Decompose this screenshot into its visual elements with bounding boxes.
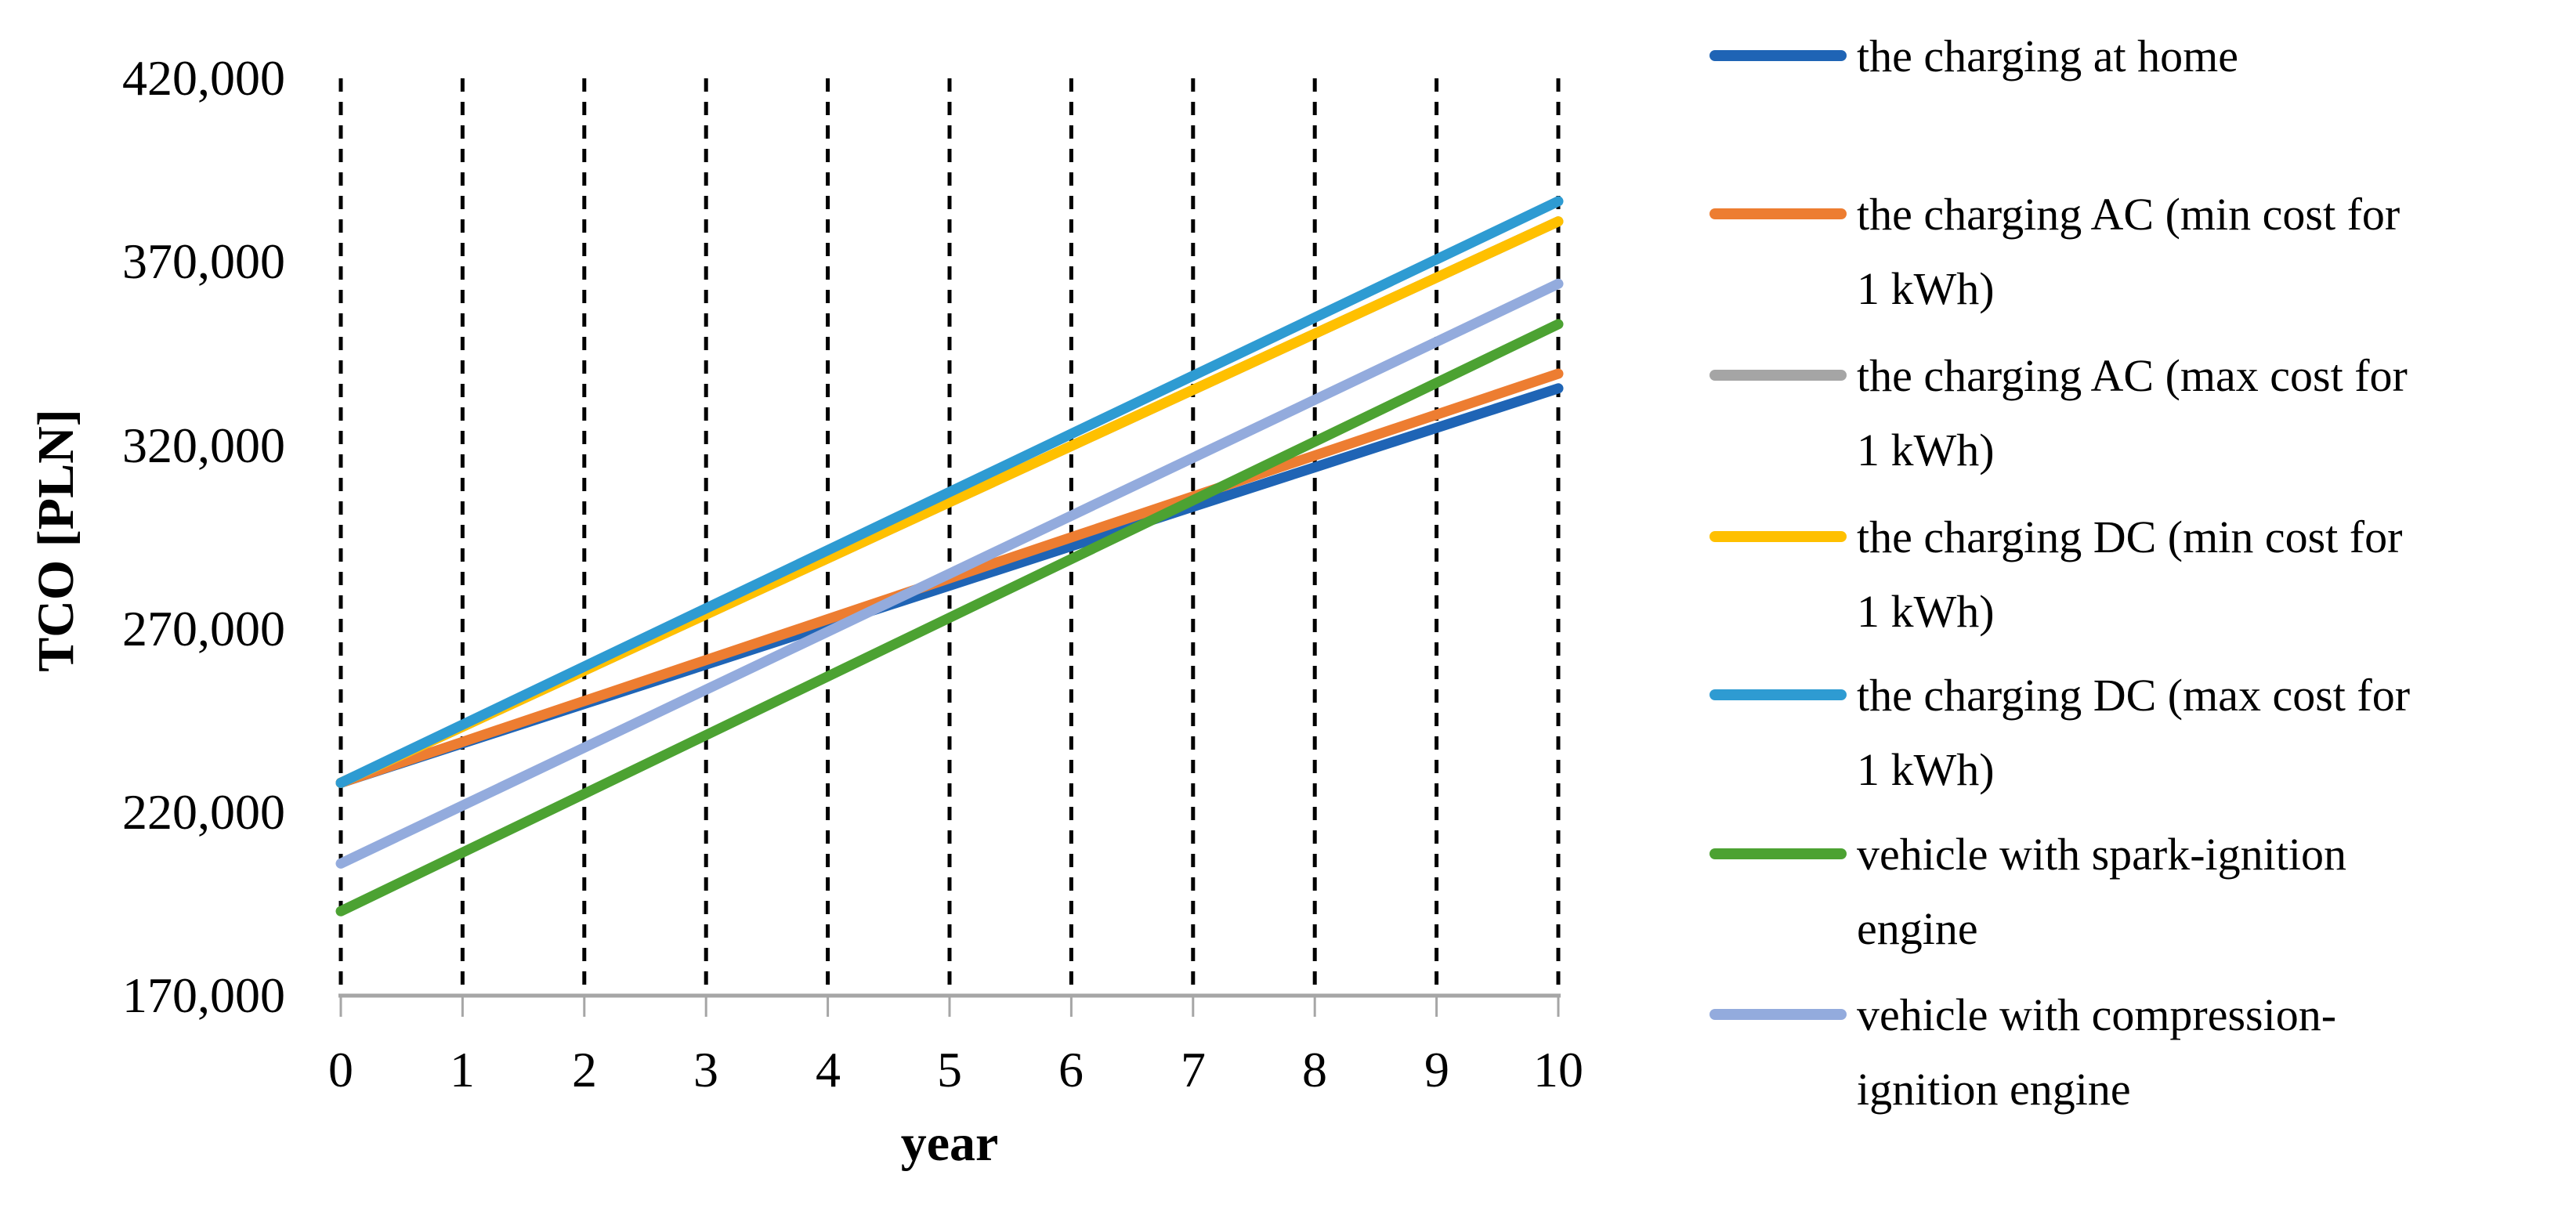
x-tick-label-0: 0 bbox=[328, 1042, 353, 1097]
legend-item-compression-ignition: vehicle with compression- ignition engin… bbox=[1709, 978, 2571, 1126]
legend-label: the charging DC (max cost for bbox=[1857, 670, 2411, 721]
legend-item-charging-at-home: the charging at home bbox=[1709, 19, 2571, 93]
y-tick-label-220000: 220,000 bbox=[122, 784, 285, 840]
legend-item-charging-dc-min: the charging DC (min cost for 1 kWh) bbox=[1709, 500, 2571, 649]
legend-label: 1 kWh) bbox=[1857, 744, 1995, 795]
series-line-charging-dc-max bbox=[335, 196, 1564, 788]
legend-swatch-charging-ac-min bbox=[1709, 208, 1847, 219]
legend-item-spark-ignition: vehicle with spark-ignition engine bbox=[1709, 817, 2571, 966]
series-line-spark-ignition bbox=[335, 319, 1564, 916]
legend-label: the charging at home bbox=[1857, 31, 2238, 81]
x-tick-label-3: 3 bbox=[693, 1042, 718, 1097]
legend-label: vehicle with compression- bbox=[1857, 989, 2337, 1040]
x-tick-label-7: 7 bbox=[1181, 1042, 1206, 1097]
legend-swatch-charging-ac-max bbox=[1709, 370, 1847, 381]
legend-swatch-charging-at-home bbox=[1709, 50, 1847, 61]
legend-label: engine bbox=[1857, 903, 1978, 954]
x-tick-label-8: 8 bbox=[1302, 1042, 1327, 1097]
x-tick-label-2: 2 bbox=[572, 1042, 597, 1097]
x-tick-label-1: 1 bbox=[450, 1042, 475, 1097]
x-tick-label-9: 9 bbox=[1424, 1042, 1449, 1097]
series-line-compression-ignition bbox=[335, 278, 1564, 869]
legend-label: the charging AC (min cost for bbox=[1857, 189, 2401, 240]
legend-swatch-charging-dc-min bbox=[1709, 531, 1847, 542]
legend-swatch-charging-dc-max bbox=[1709, 689, 1847, 700]
y-tick-label-320000: 320,000 bbox=[122, 418, 285, 473]
y-tick-label-170000: 170,000 bbox=[122, 967, 285, 1023]
x-tick-label-5: 5 bbox=[937, 1042, 962, 1097]
y-tick-label-420000: 420,000 bbox=[122, 50, 285, 106]
x-axis-title: year bbox=[900, 1115, 999, 1172]
legend-item-charging-dc-max: the charging DC (max cost for 1 kWh) bbox=[1709, 658, 2571, 807]
y-axis-title: TCO [PLN] bbox=[27, 409, 85, 672]
legend-label: ignition engine bbox=[1857, 1064, 2131, 1115]
legend-label: vehicle with spark-ignition bbox=[1857, 829, 2346, 880]
legend-item-charging-ac-min: the charging AC (min cost for 1 kWh) bbox=[1709, 177, 2571, 326]
legend-swatch-spark-ignition bbox=[1709, 848, 1847, 859]
legend-label: 1 kWh) bbox=[1857, 586, 1995, 637]
x-tick-label-6: 6 bbox=[1058, 1042, 1084, 1097]
legend-label: the charging DC (min cost for bbox=[1857, 512, 2403, 562]
legend-swatch-compression-ignition bbox=[1709, 1009, 1847, 1020]
legend-item-charging-ac-max: the charging AC (max cost for 1 kWh) bbox=[1709, 338, 2571, 487]
legend-label: 1 kWh) bbox=[1857, 263, 1995, 314]
legend-label: 1 kWh) bbox=[1857, 425, 1995, 475]
y-tick-label-270000: 270,000 bbox=[122, 601, 285, 656]
y-tick-label-370000: 370,000 bbox=[122, 233, 285, 289]
legend-label: the charging AC (max cost for bbox=[1857, 350, 2408, 401]
x-tick-label-4: 4 bbox=[816, 1042, 841, 1097]
x-tick-label-10: 10 bbox=[1533, 1042, 1583, 1097]
